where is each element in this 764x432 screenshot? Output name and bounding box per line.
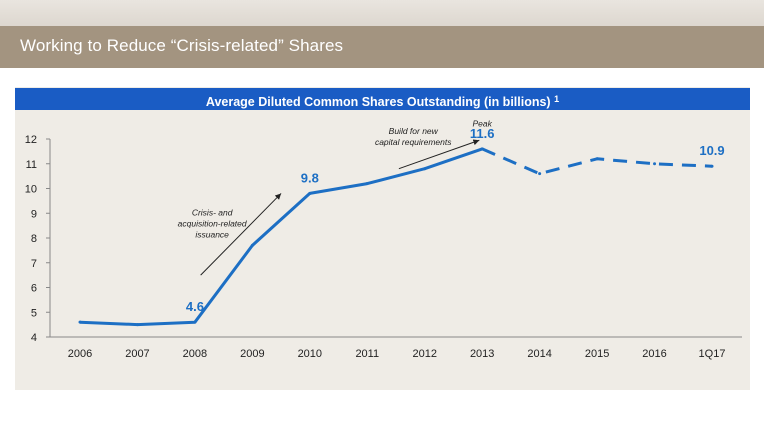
x-tick-label: 1Q17 [699, 348, 726, 360]
data-point [365, 182, 369, 186]
annotation-text: Peak [472, 119, 492, 129]
x-tick-label: 2013 [470, 348, 494, 360]
annotation-arrow [398, 139, 480, 170]
data-point [538, 172, 542, 176]
chart-axes: 4 5 6 7 8 9 10 11 12 2006 2007 2008 2009 2010 2011 2012… [25, 134, 742, 360]
x-tick-label: 2006 [68, 348, 92, 360]
data-label: 9.8 [301, 170, 319, 185]
annotation-text: acquisition-related [178, 219, 247, 229]
x-tick-label: 2011 [355, 348, 379, 360]
annotation-text: Build for new [389, 126, 439, 136]
y-tick-label: 8 [31, 233, 37, 245]
y-tick-label: 4 [31, 332, 37, 344]
annotation-text: capital requirements [375, 137, 452, 147]
annotation-text: issuance [195, 230, 229, 240]
y-tick-label: 6 [31, 283, 37, 295]
x-tick-label: 2012 [412, 348, 436, 360]
chart-title-bar: Average Diluted Common Shares Outstandin… [15, 88, 750, 110]
data-point [595, 157, 599, 161]
y-tick-label: 7 [31, 258, 37, 270]
chart-series [78, 147, 714, 327]
y-tick-label: 5 [31, 307, 37, 319]
chart-panel [15, 87, 750, 390]
series-line-solid [79, 147, 483, 327]
chart-title: Average Diluted Common Shares Outstandin… [205, 95, 551, 109]
x-tick-label: 2010 [298, 348, 322, 360]
y-tick-label: 11 [26, 159, 37, 171]
y-tick-label: 9 [31, 208, 37, 220]
data-point [250, 243, 254, 247]
y-tick-label: 10 [25, 184, 37, 196]
data-point [480, 147, 484, 151]
slide-title: Working to Reduce “Crisis-related” Share… [20, 36, 344, 55]
data-point [653, 162, 657, 166]
x-tick-label: 2016 [642, 348, 666, 360]
data-point [308, 191, 312, 195]
data-point [193, 320, 197, 324]
series-line-dashed [481, 147, 713, 176]
annotation-arrow [200, 193, 282, 276]
data-point [78, 320, 82, 324]
x-tick-label: 2008 [183, 348, 207, 360]
title-bar: Working to Reduce “Crisis-related” Share… [0, 26, 764, 68]
annotation-text: Crisis- and [192, 208, 233, 218]
y-tick-label: 12 [25, 134, 37, 146]
x-tick-label: 2007 [125, 348, 149, 360]
data-point [135, 323, 139, 327]
x-tick-label: 2015 [585, 348, 609, 360]
chart-title-footnote: 1 [554, 94, 560, 104]
data-label: 4.6 [186, 299, 204, 314]
chart-labels: 4.6 9.8 11.6 10.9 [186, 126, 725, 314]
x-tick-label: 2009 [240, 348, 264, 360]
data-point [423, 167, 427, 171]
data-label: 11.6 [470, 126, 495, 141]
top-strip [0, 0, 764, 26]
data-label: 10.9 [699, 143, 724, 158]
data-point [710, 164, 714, 168]
x-tick-label: 2014 [527, 348, 551, 360]
